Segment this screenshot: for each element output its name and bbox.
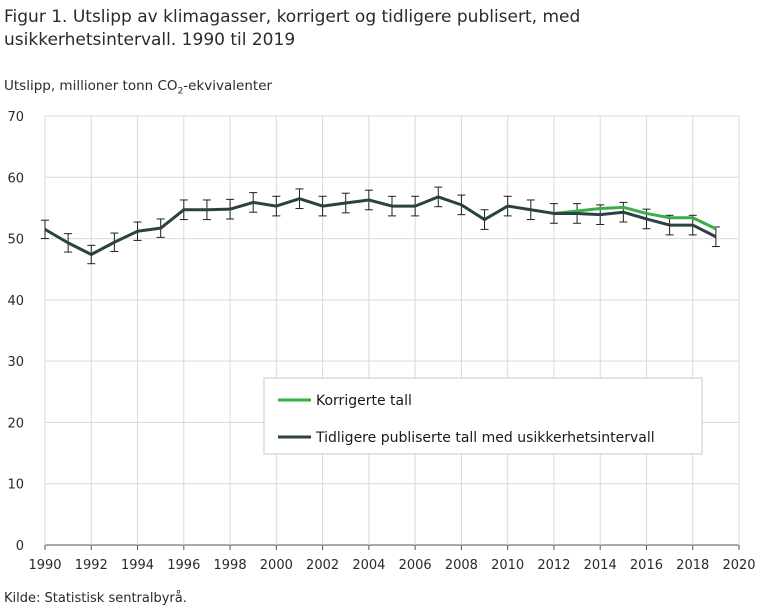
legend-item-tidligere: Tidligere publiserte tall med usikkerhet… xyxy=(278,430,655,446)
grid xyxy=(44,115,740,550)
y-tick-label: 30 xyxy=(7,355,24,370)
legend-item-korrigerte: Korrigerte tall xyxy=(278,393,412,409)
x-tick-label: 2018 xyxy=(676,558,709,573)
legend-box xyxy=(263,377,703,455)
x-tick-label: 1998 xyxy=(214,558,247,573)
series-lines xyxy=(44,195,717,257)
x-tick-label: 1990 xyxy=(28,558,61,573)
legend: Korrigerte tall Tidligere publiserte tall… xyxy=(263,377,703,455)
x-tick-label: 2000 xyxy=(260,558,293,573)
x-tick-label: 1992 xyxy=(75,558,108,573)
y-tick-label: 60 xyxy=(7,171,24,186)
y-tick-label: 10 xyxy=(7,478,24,493)
x-tick-label: 2012 xyxy=(537,558,570,573)
y-tick-label: 70 xyxy=(7,110,24,125)
x-tick-label: 2010 xyxy=(491,558,524,573)
y-tick-label: 0 xyxy=(16,539,24,554)
source-note: Kilde: Statistisk sentralbyrå. xyxy=(4,591,187,606)
x-tick-label: 2006 xyxy=(399,558,432,573)
x-tick-label: 2004 xyxy=(352,558,385,573)
series-line-tidligere xyxy=(44,195,717,257)
y-tick-label: 40 xyxy=(7,294,24,309)
x-tick-label: 2008 xyxy=(445,558,478,573)
x-tick-labels: 1990 1992 1994 1996 1998 2000 2002 2004 2006 2008… xyxy=(28,558,755,573)
x-tick-label: 2014 xyxy=(584,558,617,573)
legend-label: Tidligere publiserte tall med usikkerhet… xyxy=(315,430,655,446)
x-tick-label: 2016 xyxy=(630,558,663,573)
series-line-korrigerte xyxy=(553,205,717,231)
legend-label: Korrigerte tall xyxy=(316,393,412,409)
y-axis-label: Utslipp, millioner tonn CO2-ekvivalenter xyxy=(4,78,273,97)
error-bars xyxy=(41,186,720,265)
y-tick-labels: 0 10 20 30 40 50 60 70 xyxy=(7,110,24,554)
x-tick-label: 2002 xyxy=(306,558,339,573)
x-tick-label: 1996 xyxy=(167,558,200,573)
y-tick-label: 20 xyxy=(7,416,24,431)
chart-title: Figur 1. Utslipp av klimagasser, korrige… xyxy=(4,7,581,50)
x-tick-label: 2020 xyxy=(722,558,755,573)
x-tick-label: 1994 xyxy=(121,558,154,573)
y-tick-label: 50 xyxy=(7,233,24,248)
